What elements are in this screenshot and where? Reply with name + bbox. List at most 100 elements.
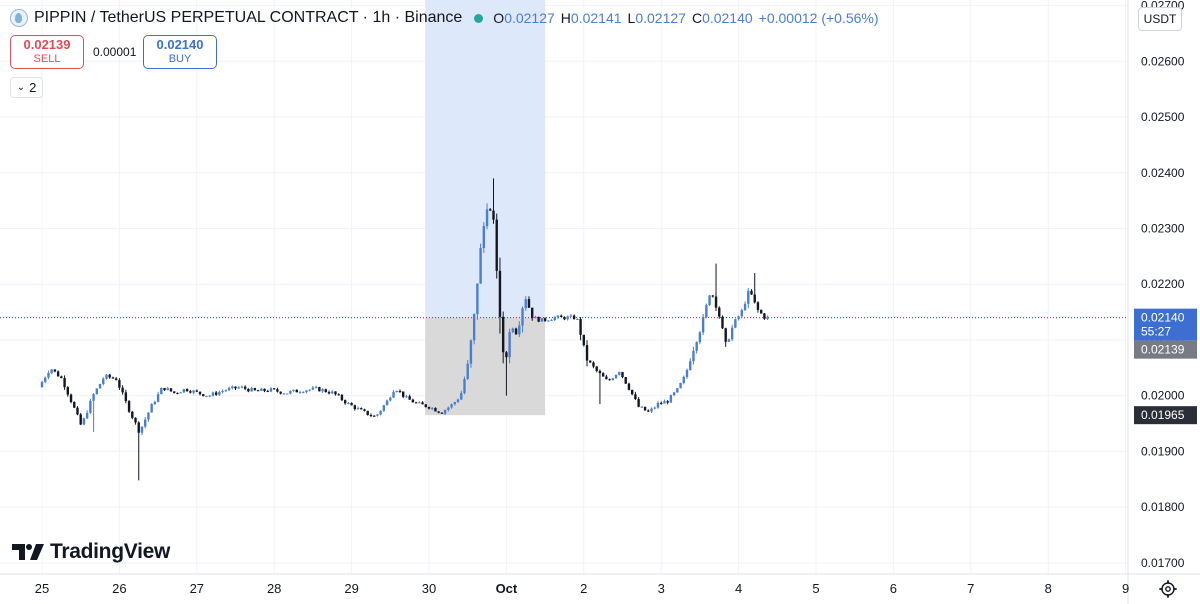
candle-body [482, 226, 486, 249]
candle [314, 385, 318, 389]
candle-body [585, 345, 589, 361]
candle [221, 389, 224, 394]
candle [102, 377, 105, 386]
candle [453, 401, 456, 406]
candle [405, 394, 408, 399]
ohlc-low-key: L [627, 10, 636, 26]
candle-body [595, 366, 598, 371]
market-status-dot-icon [474, 13, 484, 23]
candle-body [469, 340, 473, 364]
candle [647, 409, 650, 412]
candle [685, 368, 689, 379]
candle [431, 407, 434, 411]
candle [566, 315, 569, 321]
candle-body [431, 407, 434, 409]
candle [224, 389, 228, 393]
candle [511, 327, 515, 333]
candle-body [147, 412, 150, 420]
candle-body [421, 402, 424, 405]
candle [634, 391, 637, 401]
candle [198, 391, 202, 396]
spread-value: 0.00001 [93, 45, 137, 59]
sell-button[interactable]: 0.02139 SELL [10, 35, 84, 69]
candle-body [382, 405, 386, 411]
candle-body [663, 401, 666, 404]
candle-body [160, 388, 163, 395]
candle-body [40, 381, 44, 388]
candle [679, 382, 682, 389]
candle [89, 398, 92, 414]
candle-body [366, 410, 369, 416]
candle [398, 389, 402, 393]
candle-body [505, 352, 508, 358]
candle-body [247, 388, 250, 392]
candle-body [614, 374, 618, 379]
candle-body [237, 387, 240, 389]
candle-body [637, 399, 640, 407]
candle [182, 388, 186, 394]
candle [743, 301, 747, 312]
candle [295, 389, 298, 393]
candle [140, 426, 144, 436]
currency-button[interactable]: USDT [1138, 7, 1182, 31]
candle-body [360, 408, 363, 410]
candle [650, 407, 653, 414]
candle-body [260, 388, 263, 391]
candle [740, 308, 744, 318]
candle-body [131, 411, 134, 418]
symbol-title[interactable]: PIPPIN / TetherUS PERPETUAL CONTRACT · 1… [34, 9, 463, 26]
indicators-toggle-button[interactable]: ⌄ 2 [10, 77, 43, 98]
candle [150, 403, 153, 413]
candle [156, 391, 160, 403]
candle-body [392, 391, 395, 398]
candle-body [79, 414, 82, 425]
candle-body [114, 378, 118, 381]
candle [424, 404, 427, 408]
candle [356, 406, 360, 410]
candle-body [121, 387, 124, 393]
candle [214, 390, 218, 396]
candle [408, 394, 411, 400]
buy-button[interactable]: 0.02140 BUY [143, 35, 217, 69]
gear-icon[interactable] [1159, 580, 1177, 598]
candle [440, 412, 444, 414]
candle [256, 389, 260, 392]
candle [547, 320, 550, 322]
candle [243, 385, 247, 391]
candle-body [185, 389, 189, 392]
candle-body [605, 376, 608, 380]
candle [576, 318, 579, 321]
candle-body [750, 290, 753, 295]
candle-body [479, 248, 482, 284]
tradingview-logo[interactable]: TradingView [12, 540, 170, 564]
candle-body [76, 407, 79, 415]
candle [118, 378, 121, 390]
candle-body [698, 332, 702, 343]
candle [614, 374, 618, 379]
candle-body [498, 270, 502, 317]
candle-body [714, 296, 718, 308]
candle [498, 257, 502, 334]
candle [189, 389, 192, 394]
y-tick-label: 0.02600 [1141, 54, 1185, 68]
candle-body [682, 376, 685, 383]
candle [450, 403, 453, 409]
y-tick-label: 0.01700 [1141, 556, 1185, 570]
candle [302, 391, 305, 394]
candle-body [411, 399, 415, 403]
candle-body [521, 308, 524, 326]
candle-body [634, 394, 637, 400]
candle-body [708, 295, 711, 306]
candle-body [630, 389, 634, 395]
candle [592, 361, 595, 369]
candle [708, 294, 711, 306]
candle-body [672, 392, 676, 396]
candle-body [689, 361, 692, 371]
candle [173, 391, 176, 394]
candle [137, 421, 140, 481]
candle [279, 391, 282, 395]
candle [669, 394, 673, 403]
candle-body [618, 372, 621, 375]
candle-body [256, 390, 260, 392]
